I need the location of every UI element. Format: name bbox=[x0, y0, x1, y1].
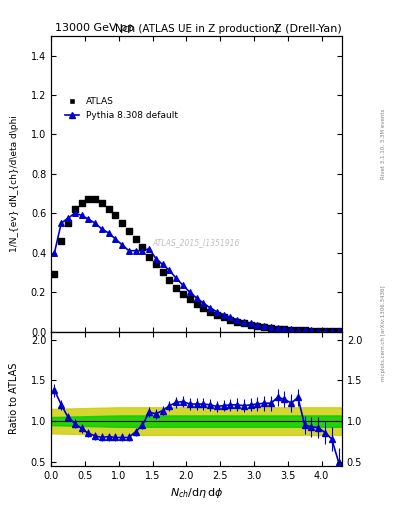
ATLAS bbox=[58, 237, 64, 245]
ATLAS bbox=[315, 327, 321, 335]
ATLAS bbox=[335, 327, 342, 335]
ATLAS bbox=[329, 327, 335, 335]
ATLAS bbox=[241, 319, 247, 327]
ATLAS bbox=[295, 326, 301, 334]
Pythia 8.308 default bbox=[288, 325, 294, 333]
Text: mcplots.cern.ch [arXiv:1306.3436]: mcplots.cern.ch [arXiv:1306.3436] bbox=[381, 285, 386, 380]
ATLAS bbox=[173, 284, 179, 292]
ATLAS bbox=[112, 211, 118, 219]
Pythia 8.308 default bbox=[227, 313, 233, 322]
ATLAS bbox=[261, 323, 267, 331]
ATLAS bbox=[85, 196, 92, 204]
ATLAS bbox=[51, 270, 58, 279]
Pythia 8.308 default bbox=[180, 281, 186, 289]
ATLAS bbox=[139, 243, 145, 251]
Text: Z (Drell-Yan): Z (Drell-Yan) bbox=[274, 23, 342, 33]
Pythia 8.308 default bbox=[322, 327, 328, 335]
Pythia 8.308 default bbox=[119, 241, 125, 249]
Pythia 8.308 default bbox=[139, 247, 145, 255]
Pythia 8.308 default bbox=[85, 215, 92, 223]
Pythia 8.308 default bbox=[160, 261, 166, 269]
ATLAS bbox=[119, 219, 125, 227]
ATLAS bbox=[105, 205, 112, 214]
Pythia 8.308 default bbox=[173, 274, 179, 283]
Pythia 8.308 default bbox=[301, 326, 308, 334]
Text: Rivet 3.1.10, 3.3M events: Rivet 3.1.10, 3.3M events bbox=[381, 108, 386, 179]
ATLAS bbox=[78, 199, 84, 207]
Pythia 8.308 default bbox=[92, 219, 98, 227]
Pythia 8.308 default bbox=[132, 247, 139, 255]
ATLAS bbox=[301, 326, 308, 334]
Pythia 8.308 default bbox=[214, 308, 220, 316]
Pythia 8.308 default bbox=[335, 327, 342, 335]
Pythia 8.308 default bbox=[268, 323, 274, 331]
Pythia 8.308 default bbox=[261, 322, 267, 330]
Pythia 8.308 default bbox=[166, 266, 173, 274]
ATLAS bbox=[187, 295, 193, 303]
Pythia 8.308 default bbox=[254, 321, 261, 329]
Pythia 8.308 default bbox=[112, 235, 118, 243]
ATLAS bbox=[99, 199, 105, 207]
ATLAS bbox=[146, 252, 152, 261]
Pythia 8.308 default bbox=[65, 214, 71, 222]
Y-axis label: 1/N_{ev} dN_{ch}/d\eta d\phi: 1/N_{ev} dN_{ch}/d\eta d\phi bbox=[10, 115, 19, 252]
X-axis label: $N_{ch}/\mathrm{d}\eta\,\mathrm{d}\phi$: $N_{ch}/\mathrm{d}\eta\,\mathrm{d}\phi$ bbox=[170, 486, 223, 500]
Pythia 8.308 default bbox=[51, 249, 58, 257]
Pythia 8.308 default bbox=[281, 325, 288, 333]
ATLAS bbox=[288, 326, 294, 334]
ATLAS bbox=[72, 205, 78, 214]
Pythia 8.308 default bbox=[220, 310, 227, 318]
ATLAS bbox=[227, 315, 233, 324]
Text: 13000 GeV pp: 13000 GeV pp bbox=[55, 23, 134, 33]
Pythia 8.308 default bbox=[241, 317, 247, 326]
ATLAS bbox=[92, 196, 98, 204]
ATLAS bbox=[207, 308, 213, 316]
Pythia 8.308 default bbox=[72, 209, 78, 218]
ATLAS bbox=[248, 321, 254, 329]
Pythia 8.308 default bbox=[315, 327, 321, 335]
Pythia 8.308 default bbox=[146, 245, 152, 253]
Legend: ATLAS, Pythia 8.308 default: ATLAS, Pythia 8.308 default bbox=[61, 94, 182, 123]
Pythia 8.308 default bbox=[105, 229, 112, 237]
ATLAS bbox=[132, 235, 139, 243]
ATLAS bbox=[234, 317, 240, 326]
Pythia 8.308 default bbox=[153, 254, 159, 263]
ATLAS bbox=[254, 322, 261, 330]
Pythia 8.308 default bbox=[329, 327, 335, 335]
ATLAS bbox=[193, 300, 200, 308]
Pythia 8.308 default bbox=[78, 211, 84, 219]
ATLAS bbox=[322, 327, 328, 335]
Pythia 8.308 default bbox=[187, 288, 193, 296]
Text: ATLAS_2015_I1351916: ATLAS_2015_I1351916 bbox=[153, 238, 240, 247]
Pythia 8.308 default bbox=[309, 326, 315, 334]
ATLAS bbox=[309, 327, 315, 335]
ATLAS bbox=[166, 276, 173, 284]
Pythia 8.308 default bbox=[248, 319, 254, 327]
Pythia 8.308 default bbox=[275, 324, 281, 332]
ATLAS bbox=[160, 268, 166, 276]
ATLAS bbox=[281, 325, 288, 333]
ATLAS bbox=[65, 219, 71, 227]
Pythia 8.308 default bbox=[234, 315, 240, 324]
Pythia 8.308 default bbox=[126, 247, 132, 255]
ATLAS bbox=[153, 261, 159, 269]
Pythia 8.308 default bbox=[58, 219, 64, 227]
Title: Nch (ATLAS UE in Z production): Nch (ATLAS UE in Z production) bbox=[115, 24, 278, 34]
Pythia 8.308 default bbox=[200, 299, 206, 307]
Pythia 8.308 default bbox=[207, 304, 213, 312]
ATLAS bbox=[268, 324, 274, 332]
ATLAS bbox=[214, 311, 220, 319]
Pythia 8.308 default bbox=[295, 326, 301, 334]
ATLAS bbox=[275, 325, 281, 333]
Pythia 8.308 default bbox=[99, 225, 105, 233]
Y-axis label: Ratio to ATLAS: Ratio to ATLAS bbox=[9, 363, 19, 434]
Pythia 8.308 default bbox=[193, 294, 200, 302]
ATLAS bbox=[126, 227, 132, 235]
ATLAS bbox=[180, 290, 186, 298]
ATLAS bbox=[200, 304, 206, 312]
ATLAS bbox=[220, 313, 227, 322]
